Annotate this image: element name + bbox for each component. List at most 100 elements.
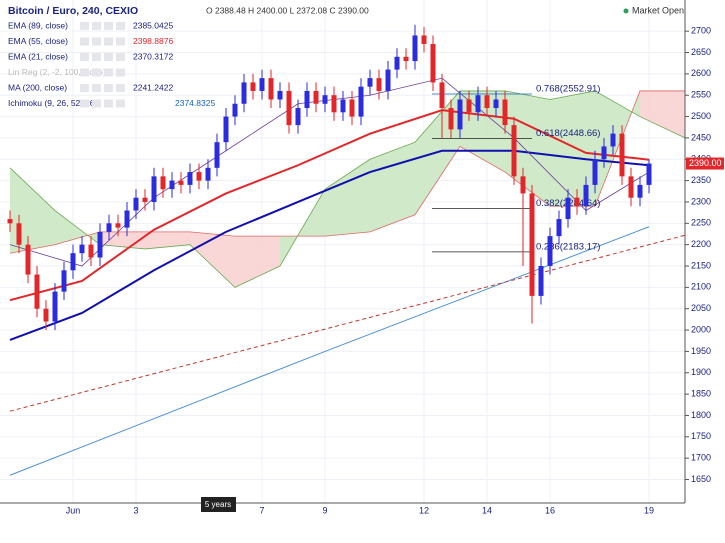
candle-body [79,244,85,254]
candle-body [511,125,517,177]
candle-body [628,176,634,198]
y-tick-label: 2650 [691,47,711,57]
legend-icon [116,99,125,108]
candle-body [286,90,292,126]
candle-body [214,142,220,168]
y-tick-label: 2450 [691,132,711,142]
y-tick-label: 2200 [691,239,711,249]
candle-body [241,82,247,104]
candle-body [142,197,148,202]
candle-body [250,82,256,91]
candle-body [502,99,508,126]
cloud-segment [370,142,415,232]
legend-icon [92,53,101,61]
x-tick-label: 3 [133,505,138,515]
x-tick-label: Jun [66,505,81,515]
candle-body [16,223,22,245]
legend-icon [92,99,101,108]
candle-body [493,99,499,109]
legend-icon [80,53,89,61]
legend-icon [104,68,113,77]
candle-body [421,35,427,44]
y-tick-label: 1850 [691,388,711,398]
candle-body [520,176,526,194]
x-tick-label: 19 [644,505,654,515]
y-tick-label: 2300 [691,196,711,206]
candle-body [376,78,382,91]
indicator-line [9,109,650,302]
legend-icon [104,53,113,61]
candle-body [601,146,607,160]
legend-icon [92,84,101,92]
y-tick-label: 2700 [691,26,711,36]
candle-body [232,103,238,117]
cloud-span-a [9,90,686,288]
legend-value: 2370.3172 [133,51,173,61]
candle-body [88,244,94,258]
candle-body [34,274,40,309]
x-tick-label: 14 [482,505,492,515]
cloud-span-b [9,90,685,254]
x-tick-label: 16 [545,505,555,515]
candle-body [529,193,535,296]
cloud-segment [145,231,190,249]
legend-icon [92,68,101,77]
legend-icon [104,84,113,92]
y-tick-label: 2500 [691,111,711,121]
legend-value: 2398.8876 [133,36,173,46]
tooltip-bg [201,497,236,512]
legend-icon [116,84,125,92]
legend-icon [80,68,89,77]
plot: 0.768(2552.91)0.618(2448.66)0.382(2284.6… [0,0,686,503]
candle-body [619,133,625,177]
candle-body [178,180,184,185]
legend-value: 2374.8325 [175,98,215,108]
fib-label: 0.768(2552.91) [536,83,600,94]
legend-icon [80,99,89,108]
candle-body [160,176,166,190]
candle-body [124,210,130,228]
candle-body [367,78,373,87]
candle-body [331,95,337,113]
legend-icon [116,37,125,46]
candle-body [43,308,49,322]
y-tick-label: 1700 [691,453,711,463]
x-tick-label: 7 [259,505,264,515]
candle-body [205,167,211,181]
status-dot [623,8,629,14]
candle-body [268,78,274,100]
legend-name: Lin Reg (2, -2, 100, close) [8,67,106,77]
candle-body [187,172,193,185]
y-tick-label: 2000 [691,324,711,334]
candle-body [475,95,481,113]
legend-name: EMA (89, close) [8,20,68,30]
y-tick-label: 2050 [691,303,711,313]
candle-body [457,99,463,130]
y-tick-label: 1650 [691,474,711,484]
legend-name: Ichimoku (9, 26, 52, 26) [8,98,97,108]
x-tick-label: 9 [322,505,327,515]
candle-body [484,95,490,109]
candle-body [565,197,571,220]
candle-body [223,116,229,143]
candle-body [295,108,301,126]
legend-icon [116,22,125,30]
legend-icon [92,37,101,46]
candle-body [556,219,562,237]
candle-body [313,90,319,104]
candle-body [583,184,589,207]
candle-body [169,180,175,190]
y-tick-label: 2350 [691,175,711,185]
legend-icon [92,22,101,30]
status: Market Open [632,5,684,15]
candle-body [394,56,400,70]
candle-body [349,99,355,117]
candle-body [547,236,553,267]
candle-body [106,223,112,232]
candle-body [61,270,67,292]
y-tick-label: 2550 [691,90,711,100]
candle-body [403,56,409,62]
legend-value: 2385.0425 [133,20,173,30]
